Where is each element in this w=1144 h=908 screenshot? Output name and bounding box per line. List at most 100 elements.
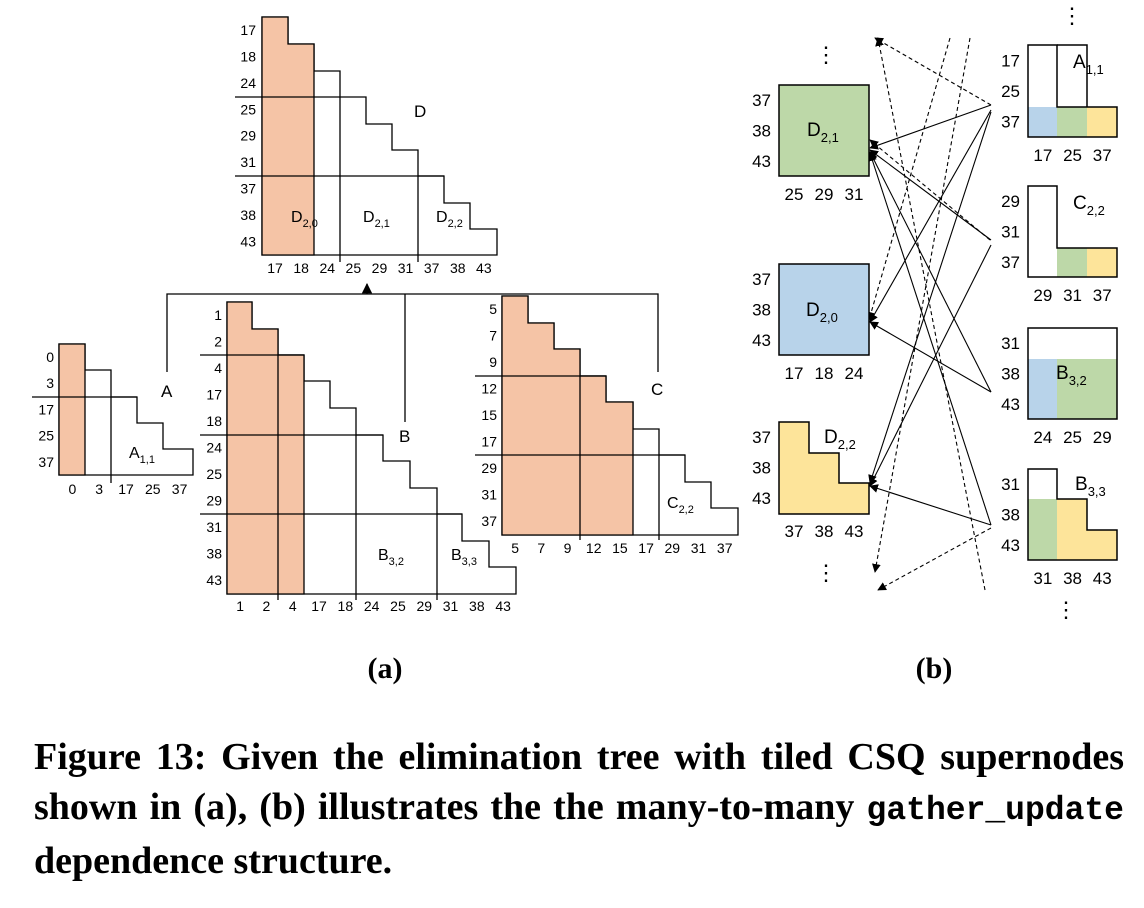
caption-code: gather_update [866,792,1124,829]
target-tile-d21: D2,1 37 38 43 25 29 31 [752,84,870,204]
target-tile-d21-rows: 37 38 43 [752,91,771,171]
col-label: 12 [586,540,602,556]
col-label: 25 [390,598,406,614]
col-label: 4 [289,598,297,614]
col-label: 31 [443,598,459,614]
target-tile-d21-label: D2,1 [807,120,839,145]
row-label: 38 [1001,364,1020,383]
source-tile-a11-label: A1,1 [1073,52,1104,77]
target-tile-d22: D2,2 37 38 43 37 38 43 [752,421,870,541]
col-label: 24 [364,598,380,614]
row-label: 31 [206,519,222,535]
supernode-c: C 5 7 9 12 15 17 29 31 37 5 7 9 12 15 17 29 31 37 C2,2 [475,295,739,556]
ellipsis-right-bottom: ⋮ [1055,597,1077,622]
source-tile-c22-rows: 29 31 37 [1001,192,1020,272]
row-label: 37 [481,513,497,529]
tile-c22-label: C2,2 [667,495,694,516]
supernode-d-row-labels: 17 18 24 25 29 31 37 38 43 [240,22,256,249]
row-label: 43 [206,572,222,588]
row-label: 29 [481,460,497,476]
caption-lead: Figure 13: Given the elimination tree wi… [34,736,1124,828]
row-label: 37 [38,454,54,470]
row-label: 25 [206,466,222,482]
col-label: 25 [1063,428,1082,447]
row-label: 17 [206,387,222,403]
col-label: 31 [1063,286,1082,305]
col-label: 17 [118,481,134,497]
target-tile-d20-rows: 37 38 43 [752,270,771,350]
tile-b32-label: B3,2 [378,547,404,568]
supernode-d-col-labels: 17 18 24 25 29 31 37 38 43 [267,260,492,276]
col-label: 17 [638,540,654,556]
row-label: 24 [206,440,222,456]
row-label: 38 [752,122,771,141]
source-tile-b33: B3,3 31 38 43 31 38 43 [1001,468,1118,588]
row-label: 5 [489,301,497,317]
supernode-c-row-labels: 5 7 9 12 15 17 29 31 37 [481,301,497,529]
col-label: 31 [691,540,707,556]
source-tile-b32-cols: 24 25 29 [1033,428,1111,447]
col-label: 24 [1033,428,1052,447]
supernode-b-label: B [399,427,410,446]
source-tile-b32-label: B3,2 [1056,363,1087,388]
col-label: 43 [1093,569,1112,588]
row-label: 37 [752,270,771,289]
row-label: 2 [214,334,222,350]
row-label: 43 [752,489,771,508]
col-label: 37 [1093,286,1112,305]
col-label: 25 [785,185,804,204]
row-label: 17 [1001,51,1020,70]
row-label: 31 [1001,334,1020,353]
solid-dependency-edges [868,104,992,526]
ellipsis-left-bottom: ⋮ [815,560,837,585]
col-label: 37 [172,481,188,497]
col-label: 29 [416,598,432,614]
col-label: 38 [450,260,466,276]
col-label: 0 [69,481,77,497]
row-label: 18 [240,49,256,65]
col-label: 31 [1033,569,1052,588]
supernode-b-col-labels: 1 2 4 17 18 24 25 29 31 38 43 [236,598,511,614]
supernode-c-col-labels: 5 7 9 12 15 17 29 31 37 [511,540,732,556]
panel-b-label: (b) [916,652,953,685]
row-label: 17 [38,401,54,417]
source-tile-b33-rows: 31 38 43 [1001,475,1020,555]
col-label: 43 [845,522,864,541]
row-label: 37 [752,428,771,447]
row-label: 31 [481,487,497,503]
col-label: 17 [785,364,804,383]
target-tile-d20: D2,0 37 38 43 17 18 24 [752,263,870,383]
row-label: 1 [214,307,222,323]
supernode-a: A 0 3 17 25 37 0 3 17 25 37 A1,1 [32,343,194,497]
source-tile-a11-rows: 17 25 37 [1001,51,1020,131]
row-label: 43 [240,233,256,249]
row-label: 7 [489,328,497,344]
col-label: 37 [424,260,440,276]
col-label: 29 [665,540,681,556]
col-label: 24 [319,260,335,276]
row-label: 25 [1001,82,1020,101]
col-label: 25 [1063,146,1082,165]
col-label: 17 [267,260,283,276]
col-label: 43 [476,260,492,276]
row-label: 25 [38,428,54,444]
row-label: 17 [240,22,256,38]
source-tile-b33-label: B3,3 [1075,474,1106,499]
supernode-a-row-labels: 0 3 17 25 37 [38,349,54,470]
tile-d22-label: D2,2 [436,209,463,230]
col-label: 18 [815,364,834,383]
col-label: 7 [537,540,545,556]
target-tile-d20-cols: 17 18 24 [785,364,864,383]
col-label: 38 [815,522,834,541]
tile-b33-label: B3,3 [451,547,477,568]
row-label: 12 [481,381,497,397]
source-tile-c22: C2,2 29 31 37 29 31 37 [1001,185,1118,305]
tree-edges [166,282,659,422]
row-label: 9 [489,354,497,370]
row-label: 38 [752,301,771,320]
col-label: 29 [1033,286,1052,305]
col-label: 5 [511,540,519,556]
